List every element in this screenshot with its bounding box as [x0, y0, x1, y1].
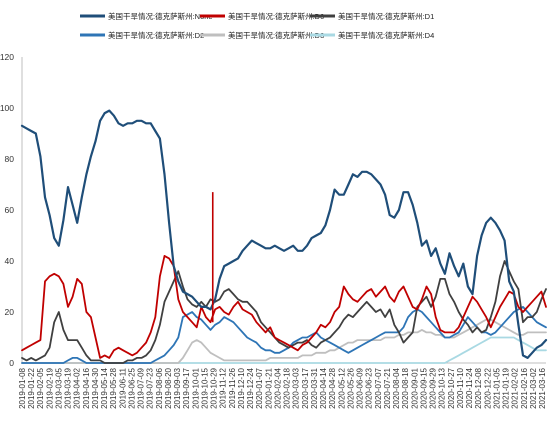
x-tick-label: 2019-10-15 — [200, 367, 209, 408]
x-tick-label: 2019-03-05 — [54, 367, 63, 408]
x-tick-label: 2020-03-03 — [292, 367, 301, 408]
x-tick-label: 2020-01-07 — [255, 367, 264, 408]
x-tick-label: 2020-11-24 — [465, 367, 474, 408]
x-tick-label: 2020-09-29 — [429, 367, 438, 408]
x-tick-label: 2019-12-10 — [237, 367, 246, 408]
x-tick-label: 2021-03-02 — [529, 367, 538, 408]
x-tick-label: 2019-04-16 — [82, 367, 91, 408]
x-tick-label: 2019-05-14 — [100, 367, 109, 408]
x-tick-label: 2020-05-26 — [346, 367, 355, 408]
y-tick-label: 20 — [5, 307, 15, 317]
x-tick-label: 2020-11-10 — [456, 367, 465, 408]
series-line — [21, 254, 547, 359]
x-tick-label: 2019-10-29 — [210, 367, 219, 408]
x-tick-label: 2020-07-21 — [383, 367, 392, 408]
x-tick-label: 2019-01-22 — [27, 367, 36, 408]
x-tick-label: 2019-11-26 — [228, 367, 237, 408]
y-axis: 0 20 40 60 80 100 120 — [0, 52, 23, 368]
x-tick-label: 2020-12-08 — [474, 367, 483, 408]
x-tick-label: 2020-08-18 — [401, 367, 410, 408]
x-tick-label: 2020-10-13 — [438, 367, 447, 408]
legend-label: 美国干旱情况:德克萨斯州:D1 — [338, 11, 434, 21]
series-line — [21, 260, 547, 364]
x-tick-label: 2019-02-19 — [45, 367, 54, 408]
x-tick-label: 2020-08-04 — [392, 367, 401, 408]
x-tick-label: 2020-04-14 — [319, 367, 328, 408]
x-tick-label: 2020-12-22 — [483, 367, 492, 408]
x-tick-label: 2021-01-19 — [502, 367, 511, 408]
x-tick-label: 2020-03-31 — [310, 367, 319, 408]
legend: 美国干旱情况:德克萨斯州:None 美国干旱情况:德克萨斯州:D0 美国干旱情况:德… — [80, 11, 434, 40]
x-tick-label: 2019-10-01 — [191, 367, 200, 408]
x-tick-label: 2020-07-07 — [374, 367, 383, 408]
x-tick-label: 2020-03-17 — [301, 367, 310, 408]
legend-label: 美国干旱情况:德克萨斯州:D4 — [338, 30, 434, 40]
x-tick-label: 2021-01-05 — [492, 367, 501, 408]
y-tick-label: 120 — [0, 52, 14, 62]
x-tick-label: 2019-07-09 — [137, 367, 146, 408]
x-tick-label: 2020-06-09 — [356, 367, 365, 408]
legend-label: 美国干旱情况:德克萨斯州:D3 — [228, 30, 324, 40]
x-tick-label: 2019-04-30 — [91, 367, 100, 408]
x-tick-label: 2019-06-25 — [127, 367, 136, 408]
x-tick-label: 2019-03-19 — [64, 367, 73, 408]
x-tick-label: 2019-04-02 — [73, 367, 82, 408]
x-tick-label: 2019-08-20 — [164, 367, 173, 408]
x-tick-label: 2020-09-01 — [410, 367, 419, 408]
x-tick-label: 2020-04-28 — [328, 367, 337, 408]
y-tick-label: 100 — [0, 103, 14, 113]
x-tick-label: 2019-08-06 — [155, 367, 164, 408]
x-tick-label: 2020-10-27 — [447, 367, 456, 408]
x-tick-label: 2019-05-28 — [109, 367, 118, 408]
x-tick-label: 2019-06-11 — [118, 367, 127, 408]
plot-area — [20, 109, 548, 364]
x-tick-label: 2019-09-17 — [182, 367, 191, 408]
legend-label: 美国干旱情况:德克萨斯州:D0 — [228, 11, 324, 21]
y-tick-label: 60 — [5, 205, 15, 215]
series-line — [21, 305, 547, 364]
x-tick-label: 2019-02-05 — [36, 367, 45, 408]
x-tick-label: 2020-06-23 — [365, 367, 374, 408]
x-tick-label: 2019-12-24 — [246, 367, 255, 408]
legend-label: 美国干旱情况:德克萨斯州:D2 — [108, 30, 204, 40]
series-line — [20, 109, 548, 359]
x-tick-label: 2019-09-03 — [173, 367, 182, 408]
x-tick-label: 2020-01-21 — [264, 367, 273, 408]
x-tick-label: 2020-05-12 — [337, 367, 346, 408]
y-tick-label: 40 — [5, 256, 15, 266]
x-tick-label: 2020-02-04 — [273, 367, 282, 408]
x-tick-label: 2021-03-16 — [538, 367, 547, 408]
x-tick-label: 2021-02-02 — [511, 367, 520, 408]
y-tick-label: 0 — [9, 358, 14, 368]
y-tick-label: 80 — [5, 154, 15, 164]
legend-label: 美国干旱情况:德克萨斯州:None — [108, 11, 213, 21]
x-tick-label: 2019-01-08 — [18, 367, 27, 408]
x-tick-label: 2019-11-12 — [219, 367, 228, 408]
x-tick-label: 2020-02-18 — [283, 367, 292, 408]
x-tick-label: 2019-07-23 — [146, 367, 155, 408]
x-axis: 2019-01-08 2019-01-22 2019-02-05 2019-02-19… — [18, 362, 547, 409]
x-tick-label: 2021-02-16 — [520, 367, 529, 408]
x-tick-label: 2020-09-15 — [419, 367, 428, 408]
